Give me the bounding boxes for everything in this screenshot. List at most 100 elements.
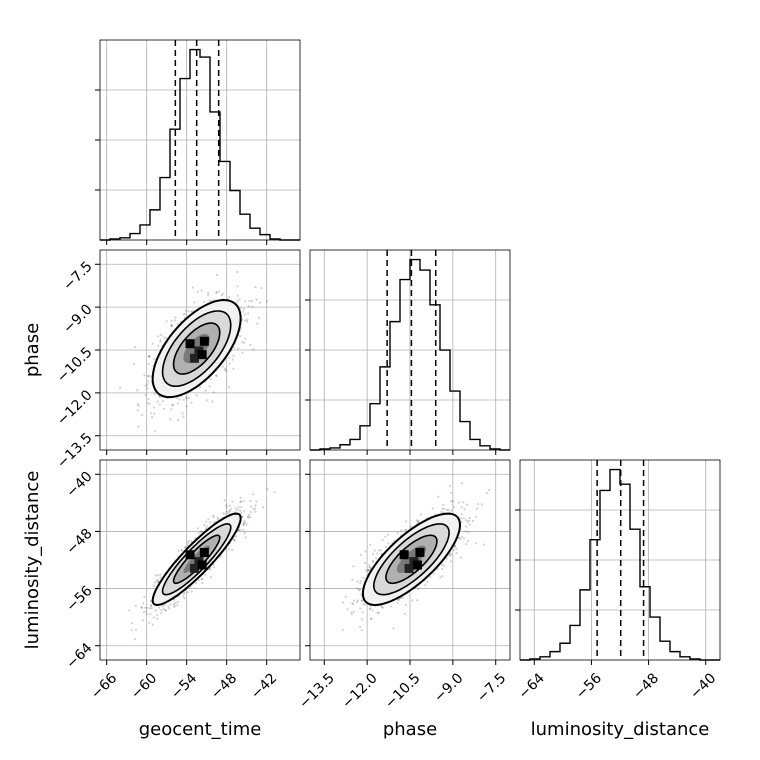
sample-point <box>232 367 235 370</box>
sample-point <box>209 576 212 579</box>
sample-point <box>392 627 395 630</box>
sample-point <box>256 322 259 325</box>
sample-point <box>246 318 249 321</box>
sample-point <box>466 540 470 543</box>
sample-point <box>136 409 139 412</box>
histogram-luminosity_distance <box>515 459 721 665</box>
sample-point <box>190 310 193 313</box>
sample-point <box>220 294 223 297</box>
sample-point <box>249 510 252 514</box>
sample-point <box>240 511 243 514</box>
sample-point <box>228 510 231 513</box>
sample-point <box>181 412 184 415</box>
sample-point <box>191 286 194 289</box>
sample-point <box>389 605 393 608</box>
sample-point <box>369 617 372 620</box>
sample-point <box>373 549 376 552</box>
sample-point <box>143 606 146 609</box>
sample-point <box>350 613 353 616</box>
x-axis-label-phase: phase <box>383 719 437 740</box>
sample-point <box>451 500 454 503</box>
sample-point <box>147 363 150 366</box>
sample-point <box>213 566 216 569</box>
sample-point <box>147 374 150 377</box>
sample-point <box>459 517 462 520</box>
sample-point <box>200 578 203 581</box>
sample-point <box>201 581 204 585</box>
sample-point <box>242 521 245 524</box>
sample-point <box>239 500 242 504</box>
sample-point <box>380 605 384 609</box>
sample-point <box>477 503 480 506</box>
sample-point <box>237 347 240 350</box>
sample-point <box>170 324 173 327</box>
sample-point <box>212 514 215 517</box>
sample-point <box>468 523 471 526</box>
sample-point <box>152 616 155 619</box>
sample-point <box>471 520 475 523</box>
axes-frame <box>99 39 301 241</box>
sample-point <box>344 595 347 599</box>
sample-point <box>459 537 462 540</box>
sample-point <box>485 492 489 495</box>
sample-point <box>259 301 262 304</box>
sample-point <box>209 377 212 381</box>
sample-point <box>119 386 122 389</box>
sample-point <box>211 400 214 403</box>
density-peak-cell <box>399 550 409 560</box>
sample-point <box>467 519 470 523</box>
sample-point <box>242 523 245 526</box>
sample-point <box>203 300 206 303</box>
sample-point <box>441 575 444 578</box>
sample-point <box>367 569 370 572</box>
sample-point <box>450 500 453 503</box>
sample-point <box>164 608 167 612</box>
sample-point <box>247 515 250 518</box>
panel-content <box>341 482 491 632</box>
sample-point <box>248 300 251 303</box>
sample-point <box>359 579 362 582</box>
sample-point <box>230 507 233 510</box>
sample-point <box>475 507 479 510</box>
sample-point <box>356 599 359 602</box>
sample-point <box>359 553 362 556</box>
sample-point <box>157 335 160 338</box>
sample-point <box>204 527 208 530</box>
sample-point <box>249 500 252 503</box>
sample-point <box>225 510 229 513</box>
sample-point <box>248 513 251 516</box>
x-tick-label: −48 <box>630 670 662 702</box>
sample-point <box>207 518 210 521</box>
sample-point <box>215 291 218 295</box>
sample-point <box>158 395 162 399</box>
sample-point <box>243 510 246 513</box>
sample-point <box>152 358 155 361</box>
axes-frame <box>99 459 301 661</box>
sample-point <box>228 386 231 389</box>
sample-point <box>185 309 188 312</box>
sample-point <box>356 587 359 590</box>
sample-point <box>136 389 139 392</box>
sample-point <box>369 607 372 610</box>
sample-point <box>136 402 139 406</box>
sample-point <box>209 568 212 571</box>
sample-point <box>450 491 453 494</box>
sample-point <box>242 500 245 503</box>
sample-point <box>236 508 239 511</box>
y-axis-label-luminosity_distance: luminosity_distance <box>22 471 43 650</box>
sample-point <box>244 337 247 340</box>
y-tick-label: −56 <box>63 583 95 615</box>
sample-point <box>379 549 382 552</box>
sample-point <box>228 548 231 551</box>
sample-point <box>212 391 215 394</box>
sample-point <box>148 355 151 358</box>
sample-point <box>460 482 463 485</box>
sample-point <box>208 521 212 524</box>
sample-point <box>204 389 207 392</box>
histogram-step-phase <box>310 258 510 451</box>
sample-point <box>369 566 372 569</box>
sample-point <box>148 621 151 624</box>
sample-point <box>254 504 257 507</box>
sample-point <box>359 607 362 610</box>
